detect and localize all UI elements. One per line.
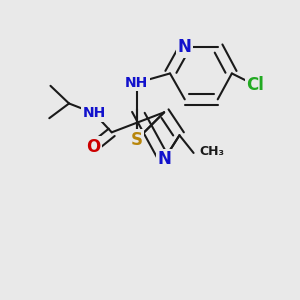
Text: CH₃: CH₃	[200, 145, 224, 158]
Text: N: N	[157, 150, 171, 168]
Text: N: N	[178, 38, 192, 56]
Text: NH: NH	[82, 106, 106, 120]
Text: Cl: Cl	[247, 76, 264, 94]
Text: O: O	[86, 138, 100, 156]
Text: NH: NH	[125, 76, 148, 90]
Text: S: S	[131, 131, 143, 149]
